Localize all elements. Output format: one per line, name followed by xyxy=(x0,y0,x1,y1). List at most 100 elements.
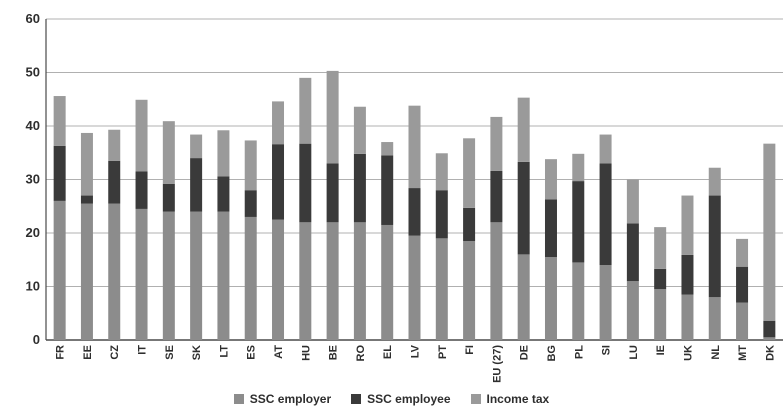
bar-it-series-2 xyxy=(135,99,148,172)
x-tick-label-it: IT xyxy=(137,345,149,355)
x-tick-label-de: DE xyxy=(519,345,531,360)
bar-sk-series-2 xyxy=(190,134,203,159)
bar-hu-series-1 xyxy=(299,143,312,223)
bar-it-series-1 xyxy=(135,171,148,209)
legend-swatch-ssc-employer xyxy=(233,394,244,404)
bar-pl-series-0 xyxy=(572,262,585,340)
legend-label-ssc-employee: SSC employee xyxy=(367,392,451,406)
bar-fr-series-2 xyxy=(53,96,66,146)
bar-fr-series-0 xyxy=(53,200,66,340)
bar-fi-series-1 xyxy=(463,207,476,242)
bar-nl-series-0 xyxy=(708,297,721,340)
bar-si-series-0 xyxy=(599,265,612,340)
bar-ee-series-0 xyxy=(80,203,93,340)
bar-ie-series-0 xyxy=(654,289,667,340)
x-tick-label-nl: NL xyxy=(710,345,722,360)
bar-eu27-series-2 xyxy=(490,116,503,171)
y-tick-label-30: 30 xyxy=(26,172,40,187)
bar-uk-series-0 xyxy=(681,294,694,340)
legend-label-income-tax: Income tax xyxy=(486,392,550,406)
bar-pt-series-1 xyxy=(435,190,448,239)
x-tick-label-eu27: EU (27) xyxy=(491,345,503,383)
bar-mt-series-0 xyxy=(736,302,749,340)
bar-mt-series-2 xyxy=(736,238,749,267)
bar-at-series-2 xyxy=(272,101,285,145)
bar-sk-series-1 xyxy=(190,158,203,212)
x-tick-label-fr: FR xyxy=(55,345,67,360)
bar-bg-series-2 xyxy=(544,159,557,200)
bar-de-series-2 xyxy=(517,97,530,162)
y-tick-labels: 0 10 20 30 40 50 60 xyxy=(26,11,40,347)
y-tick-label-40: 40 xyxy=(26,118,40,133)
bar-es-series-1 xyxy=(244,190,257,217)
bar-lv-series-0 xyxy=(408,235,421,340)
bar-cz-series-2 xyxy=(108,129,121,161)
bar-es-series-0 xyxy=(244,216,257,340)
bar-sk-series-0 xyxy=(190,211,203,340)
bar-be-series-2 xyxy=(326,70,339,164)
bar-cz-series-1 xyxy=(108,160,121,204)
bar-fr-series-1 xyxy=(53,145,66,201)
bar-ie-series-1 xyxy=(654,268,667,290)
y-tick-label-20: 20 xyxy=(26,225,40,240)
x-tick-label-pt: PT xyxy=(437,345,449,359)
bar-at-series-0 xyxy=(272,219,285,340)
x-tick-label-ro: RO xyxy=(355,345,367,362)
bar-de-series-0 xyxy=(517,254,530,340)
bar-lt-series-0 xyxy=(217,211,230,340)
bar-fi-series-0 xyxy=(463,241,476,340)
x-tick-label-bg: BG xyxy=(546,345,558,362)
bar-ro-series-2 xyxy=(353,106,366,154)
legend-swatch-income-tax xyxy=(470,394,481,404)
x-tick-label-ie: IE xyxy=(655,345,667,355)
x-tick-label-lt: LT xyxy=(218,345,230,358)
bar-lu-series-0 xyxy=(626,281,639,340)
bar-lv-series-1 xyxy=(408,188,421,236)
bar-pl-series-1 xyxy=(572,181,585,263)
bar-mt-series-1 xyxy=(736,266,749,303)
bar-it-series-0 xyxy=(135,208,148,340)
legend-swatch-ssc-employee xyxy=(351,394,362,404)
bar-eu27-series-0 xyxy=(490,222,503,340)
bar-at-series-1 xyxy=(272,144,285,220)
bar-be-series-0 xyxy=(326,222,339,340)
bar-bg-series-1 xyxy=(544,199,557,258)
bar-si-series-2 xyxy=(599,134,612,164)
bar-ro-series-1 xyxy=(353,153,366,223)
bar-se-series-1 xyxy=(162,183,175,212)
x-tick-label-lu: LU xyxy=(628,345,640,360)
x-tick-label-cz: CZ xyxy=(109,345,121,360)
bar-bg-series-0 xyxy=(544,257,557,340)
bar-uk-series-1 xyxy=(681,254,694,295)
bars xyxy=(53,70,776,340)
bar-es-series-2 xyxy=(244,140,257,191)
bar-lu-series-2 xyxy=(626,179,639,224)
bar-lv-series-2 xyxy=(408,105,421,189)
bar-lt-series-1 xyxy=(217,176,230,212)
legend-item-ssc-employee: SSC employee xyxy=(351,392,451,406)
legend: SSC employer SSC employee Income tax xyxy=(0,390,783,408)
x-tick-label-be: BE xyxy=(328,345,340,360)
bar-el-series-2 xyxy=(381,142,394,156)
bar-lt-series-2 xyxy=(217,130,230,177)
x-tick-label-lv: LV xyxy=(410,344,422,358)
x-tick-label-fi: FI xyxy=(464,345,476,355)
bar-el-series-1 xyxy=(381,155,394,225)
x-tick-label-sk: SK xyxy=(191,345,203,360)
bar-lu-series-1 xyxy=(626,223,639,282)
x-tick-label-uk: UK xyxy=(682,345,694,361)
bar-eu27-series-1 xyxy=(490,170,503,223)
x-tick-label-se: SE xyxy=(164,345,176,360)
bar-be-series-1 xyxy=(326,163,339,223)
x-tick-label-dk: DK xyxy=(764,345,776,361)
bar-nl-series-1 xyxy=(708,195,721,298)
chart-svg: 0 10 20 30 40 50 60 FR EE CZ IT SE SK LT ES AT HU BE RO EL… xyxy=(26,11,783,383)
bar-pt-series-2 xyxy=(435,153,448,191)
bar-dk-series-0 xyxy=(763,337,776,340)
bar-uk-series-2 xyxy=(681,195,694,255)
x-tick-label-ee: EE xyxy=(82,345,94,360)
bar-se-series-0 xyxy=(162,211,175,340)
x-tick-label-si: SI xyxy=(601,345,613,355)
x-tick-label-at: AT xyxy=(273,345,285,359)
